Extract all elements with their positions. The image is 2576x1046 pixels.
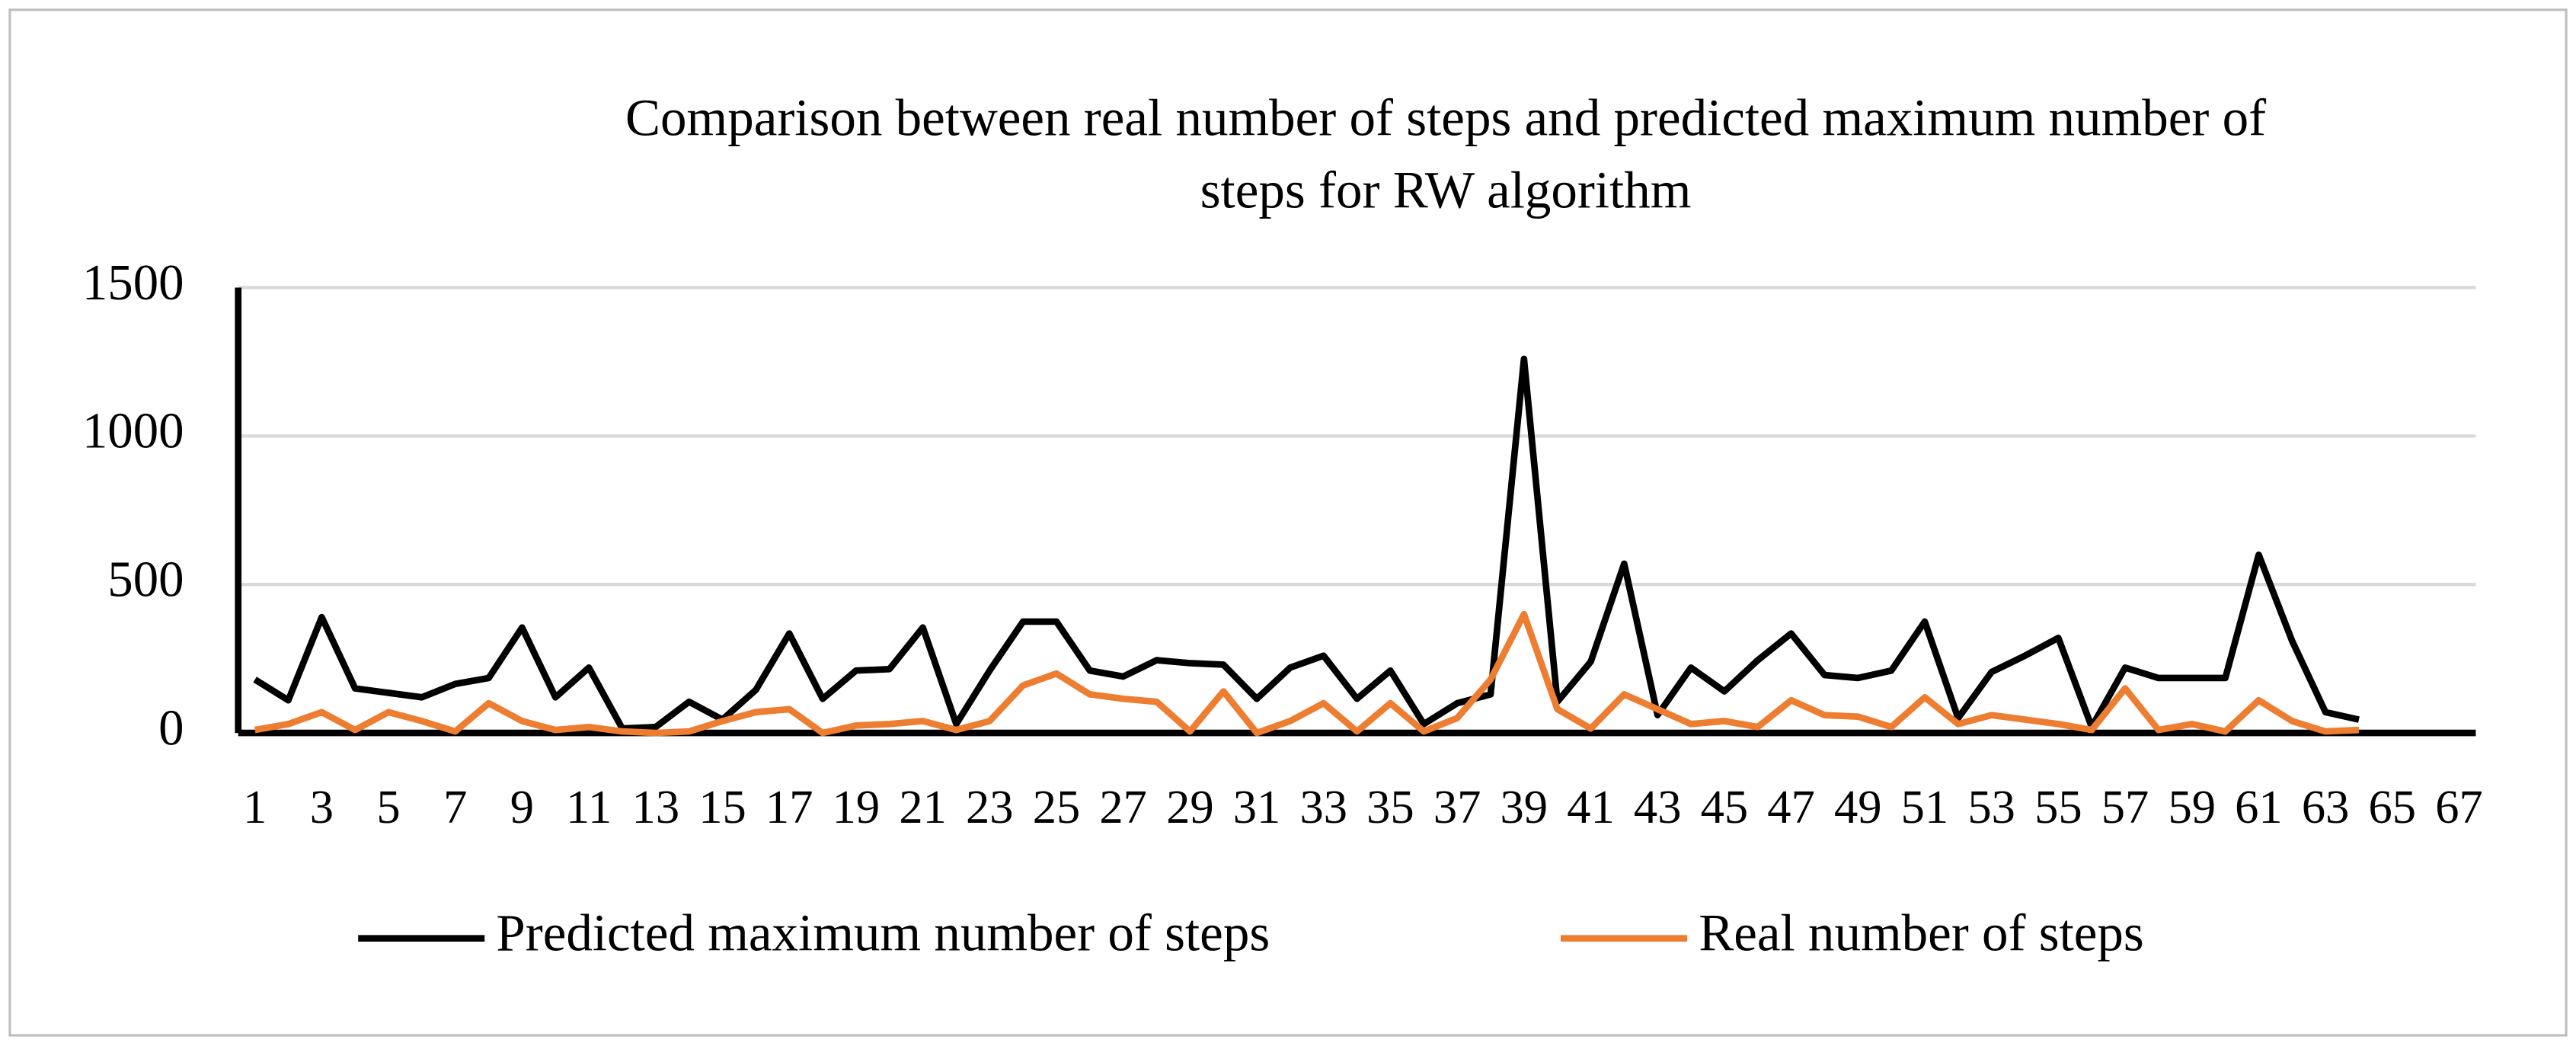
x-tick-label: 15 [698,780,746,833]
x-tick-label: 65 [2369,780,2417,833]
x-tick-label: 55 [2034,780,2082,833]
y-tick-label: 1000 [82,403,184,459]
x-tick-label: 9 [510,780,534,833]
x-tick-label: 61 [2235,780,2283,833]
x-tick-label: 49 [1834,780,1882,833]
x-tick-label: 45 [1701,780,1749,833]
x-tick-label: 13 [632,780,680,833]
x-tick-label: 47 [1767,780,1815,833]
y-tick-label: 0 [158,699,184,756]
chart-title: Comparison between real number of steps … [625,88,2266,147]
x-tick-label: 51 [1901,780,1949,833]
x-tick-label: 25 [1033,780,1081,833]
x-tick-label: 3 [310,780,334,833]
x-tick-label: 41 [1567,780,1615,833]
x-tick-label: 31 [1233,780,1281,833]
x-tick-label: 19 [833,780,881,833]
chart-border [8,8,2568,1037]
x-tick-label: 17 [765,780,813,833]
x-tick-label: 43 [1634,780,1682,833]
x-tick-label: 53 [1967,780,2015,833]
series-line [254,610,2360,737]
x-tick-label: 63 [2302,780,2350,833]
x-tick-label: 33 [1299,780,1347,833]
legend-label: Real number of steps [1699,904,2144,962]
y-tick-label: 1500 [82,254,184,311]
x-tick-label: 29 [1166,780,1214,833]
x-tick-label: 21 [899,780,947,833]
y-tick-label: 500 [107,552,184,608]
x-tick-label: 7 [443,780,467,833]
x-tick-label: 37 [1433,780,1481,833]
x-tick-label: 1 [243,780,267,833]
series-line [253,355,2360,732]
x-tick-label: 67 [2435,780,2483,833]
legend-label: Predicted maximum number of steps [496,904,1270,962]
x-tick-label: 11 [566,780,612,833]
x-tick-label: 59 [2168,780,2216,833]
x-tick-label: 35 [1366,780,1414,833]
x-tick-label: 5 [376,780,400,833]
x-tick-label: 27 [1099,780,1147,833]
x-tick-label: 39 [1501,780,1548,833]
x-tick-label: 57 [2101,780,2149,833]
chart-title: steps for RW algorithm [1200,161,1692,219]
x-tick-label: 23 [966,780,1014,833]
